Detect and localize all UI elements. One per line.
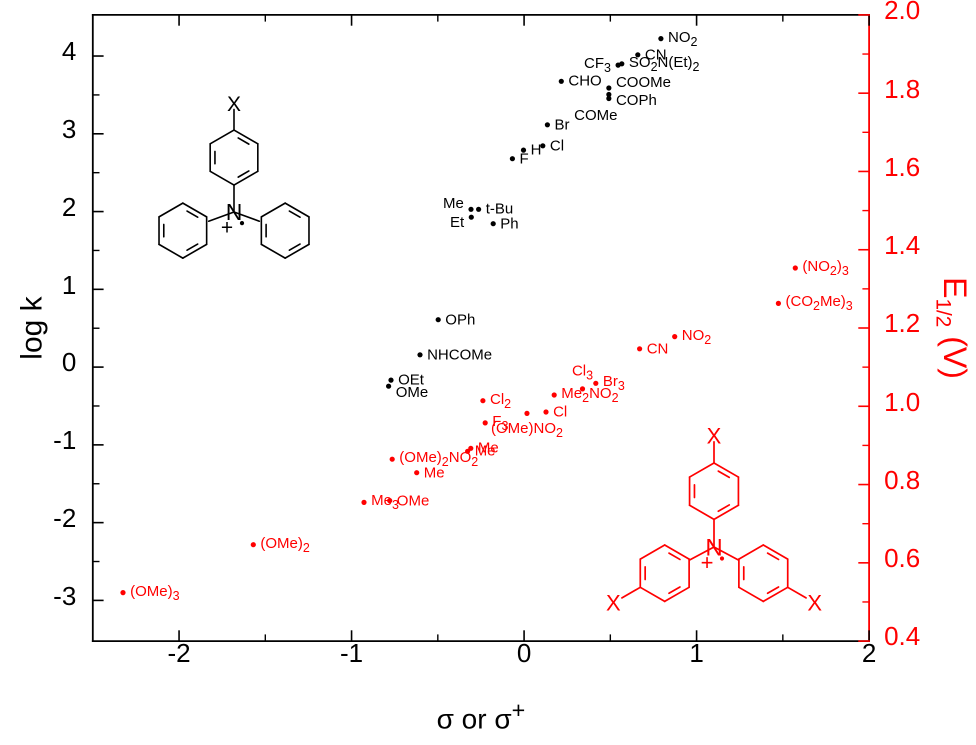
svg-text:X: X	[707, 424, 722, 449]
svg-text:X: X	[227, 93, 241, 116]
svg-text:+: +	[701, 550, 714, 575]
svg-text:+: +	[221, 216, 233, 239]
svg-text:X: X	[606, 591, 621, 616]
svg-text:X: X	[807, 591, 822, 616]
